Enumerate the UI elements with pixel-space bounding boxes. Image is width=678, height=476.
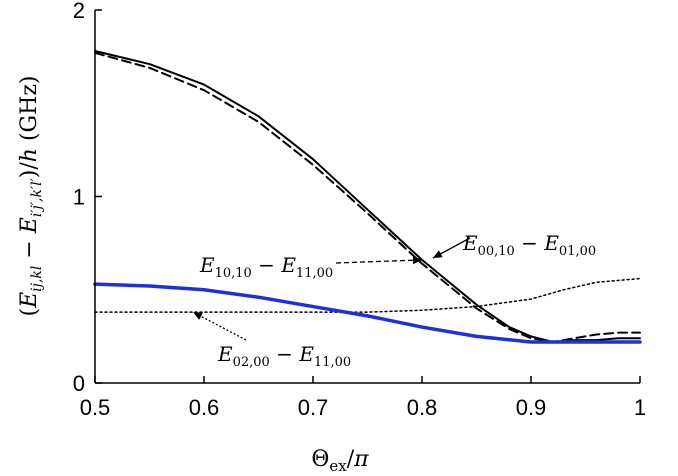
annotations: E00,10 − E01,00 E10,10 − E11,00 E02,00 −… [192, 231, 596, 370]
x-tick-label: 0.5 [80, 395, 111, 420]
annotation-label-e10-e11: E10,10 − E11,00 [199, 253, 333, 281]
x-tick-label: 0.8 [407, 395, 438, 420]
plot-area [93, 50, 642, 344]
x-axis-title: Θex/π [311, 447, 369, 475]
y-tick-label: 0 [73, 371, 85, 396]
annotation-arrow [335, 256, 423, 265]
y-tick-label: 1 [73, 185, 85, 210]
series-line-2-dotted [94, 277, 641, 313]
series-line-1-dashed [94, 51, 641, 343]
annotation-label-e00-e01: E00,10 − E01,00 [462, 231, 596, 259]
annotation-arrow [432, 237, 471, 259]
annotation-arrow [192, 311, 247, 341]
x-tick-label: 0.7 [298, 395, 329, 420]
axes [94, 10, 640, 384]
series-line-0-solid [94, 50, 641, 343]
tick-labels: 0.5 0.6 0.7 0.8 0.9 1 0 1 2 [73, 0, 646, 420]
y-tick-label: 2 [73, 0, 85, 23]
x-tick-label: 1 [634, 395, 646, 420]
annotation-label-e02-e11: E02,00 − E11,00 [217, 342, 351, 370]
x-tick-label: 0.9 [516, 395, 547, 420]
x-tick-label: 0.6 [189, 395, 220, 420]
svg-text:(Eij,kl − Ei′j′,k′l′)/h (GHz): (Eij,kl − Ei′j′,k′l′)/h (GHz) [17, 75, 45, 316]
y-axis-title: (Eij,kl − Ei′j′,k′l′)/h (GHz) [17, 75, 45, 316]
series-line-3-solid [93, 282, 642, 344]
